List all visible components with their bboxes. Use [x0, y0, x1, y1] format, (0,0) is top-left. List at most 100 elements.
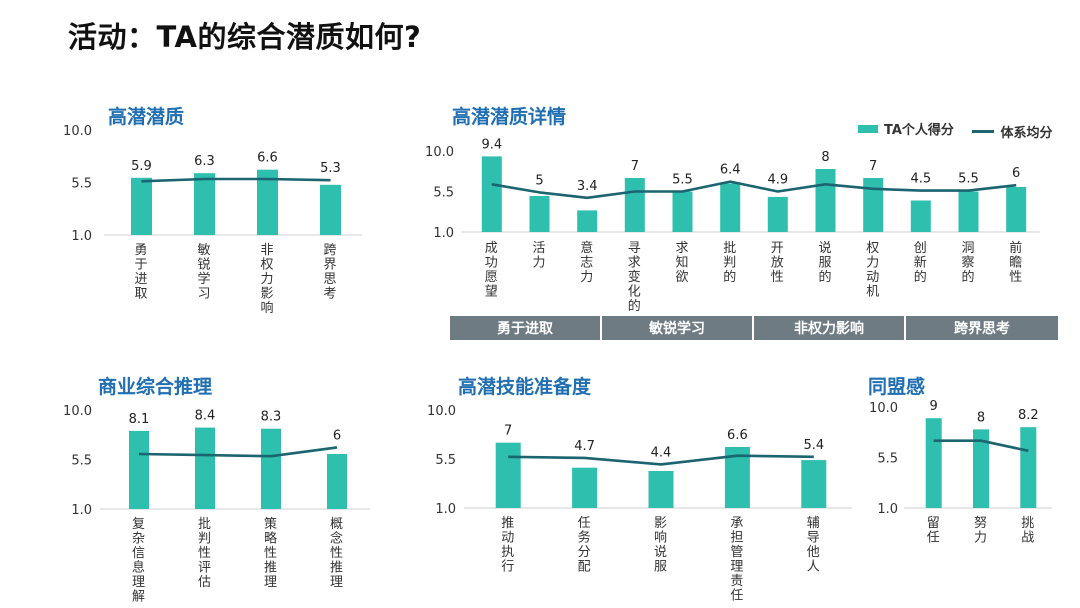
score-bar [863, 178, 884, 232]
category-label-char: 欲 [676, 269, 689, 285]
category-label: 影响说服 [654, 516, 667, 575]
category-label-char: 的 [628, 298, 641, 314]
y-tick-label: 5.5 [433, 186, 454, 201]
category-label: 推动执行 [501, 516, 514, 575]
score-bar [973, 429, 989, 508]
category-label-char: 理 [132, 575, 145, 590]
category-label-char: 判 [198, 532, 211, 547]
category-label: 留任 [927, 516, 940, 546]
category-label-char: 力 [533, 256, 546, 271]
bar-value-label: 8 [977, 410, 985, 425]
average-line [138, 446, 338, 458]
y-tick-label: 1.0 [877, 502, 898, 517]
bar-value-label: 7 [504, 424, 512, 439]
y-tick-label: 1.0 [433, 226, 454, 241]
category-label-char: 力 [866, 256, 879, 271]
category-label-char: 执 [501, 545, 514, 560]
category-label-char: 服 [819, 256, 832, 271]
category-label: 非权力影响 [261, 243, 274, 316]
panel-title-gaoqian-xiangqing: 高潜潜质详情 [452, 106, 567, 128]
bar-value-label: 5.4 [803, 438, 824, 453]
legend-bar-swatch [858, 124, 878, 133]
category-label: 活力 [533, 241, 546, 271]
category-label-char: 敏 [198, 243, 211, 258]
group-segment: 敏锐学习 [602, 316, 754, 340]
score-bar [648, 471, 674, 508]
category-label-char: 思 [324, 272, 337, 287]
y-tick-label: 10.0 [425, 145, 454, 160]
score-bar [1020, 427, 1037, 508]
category-label-char: 性 [264, 546, 277, 561]
category-label-char: 推 [501, 516, 514, 531]
category-label-char: 性 [1009, 270, 1022, 285]
category-label-char: 评 [198, 561, 211, 576]
category-label-char: 任 [578, 516, 591, 531]
category-label-char: 愿 [485, 270, 498, 285]
category-label-char: 的 [962, 269, 975, 285]
category-label-char: 性 [771, 270, 784, 285]
category-label-char: 意 [580, 240, 593, 256]
category-label-char: 理 [730, 560, 743, 575]
panel-title-gaoqian-qianzhi: 高潜潜质 [108, 106, 185, 128]
bar-value-label: 5.9 [131, 159, 152, 174]
score-bar [815, 169, 836, 232]
category-label-char: 活 [533, 241, 546, 256]
category-label-char: 批 [198, 517, 211, 532]
category-label-char: 估 [198, 575, 211, 590]
category-label-char: 批 [723, 241, 736, 256]
category-label: 权力动机 [866, 240, 879, 300]
score-bar [481, 156, 502, 232]
y-tick-label: 10.0 [63, 404, 92, 419]
bar-value-label: 9.4 [481, 137, 502, 152]
category-label-char: 知 [676, 255, 689, 271]
y-tick-label: 10.0 [869, 401, 898, 416]
category-label-char: 息 [132, 560, 145, 576]
bar-value-label: 7 [631, 159, 639, 174]
bar-value-label: 6.6 [727, 428, 748, 443]
bar-value-label: 4.5 [910, 172, 931, 187]
bar-value-label: 8.3 [261, 410, 282, 425]
category-label-char: 新 [914, 255, 927, 271]
category-label-char: 勇 [135, 243, 148, 258]
category-label-char: 努 [974, 516, 987, 531]
category-label-char: 的 [914, 269, 927, 285]
category-label-char: 望 [485, 284, 498, 300]
category-label: 跨界思考 [324, 243, 337, 302]
score-bar [131, 177, 152, 235]
group-segment: 勇于进取 [450, 316, 602, 340]
bar-value-label: 4.4 [651, 445, 672, 460]
category-label-char: 任 [927, 531, 940, 546]
category-label-char: 学 [198, 271, 211, 287]
category-label: 挑战 [1021, 516, 1034, 546]
category-label-char: 求 [628, 256, 641, 271]
category-label-char: 权 [866, 240, 879, 256]
category-label-char: 跨 [324, 243, 337, 258]
category-label-char: 放 [771, 256, 784, 271]
average-line [508, 454, 814, 466]
category-label-char: 影 [654, 516, 667, 531]
page-title: 活动：TA的综合潜质如何? [68, 20, 422, 54]
category-label-char: 寻 [628, 241, 641, 256]
y-tick-label: 1.0 [435, 502, 456, 517]
legend-line-label: 体系均分 [1000, 125, 1053, 141]
category-label-char: 响 [261, 300, 274, 316]
category-label: 概念性推理 [330, 517, 343, 590]
category-label-char: 洞 [962, 241, 975, 256]
bar-value-label: 8 [821, 150, 829, 165]
category-label-char: 性 [330, 546, 343, 561]
bar-value-label: 4.9 [767, 173, 788, 188]
category-label: 批判性评估 [198, 517, 211, 590]
category-label: 承担管理责任 [730, 516, 743, 604]
category-label-char: 取 [135, 287, 148, 302]
category-label-char: 功 [485, 256, 498, 271]
category-label: 任务分配 [578, 516, 591, 575]
category-label: 开放性 [771, 241, 784, 285]
group-segment: 非权力影响 [754, 316, 906, 340]
category-label: 辅导他人 [807, 516, 820, 575]
category-label-char: 习 [198, 287, 211, 302]
category-label-char: 的 [819, 269, 832, 285]
score-bar [1006, 187, 1027, 232]
category-label-char: 瞻 [1009, 256, 1022, 271]
category-label-char: 成 [485, 241, 498, 256]
